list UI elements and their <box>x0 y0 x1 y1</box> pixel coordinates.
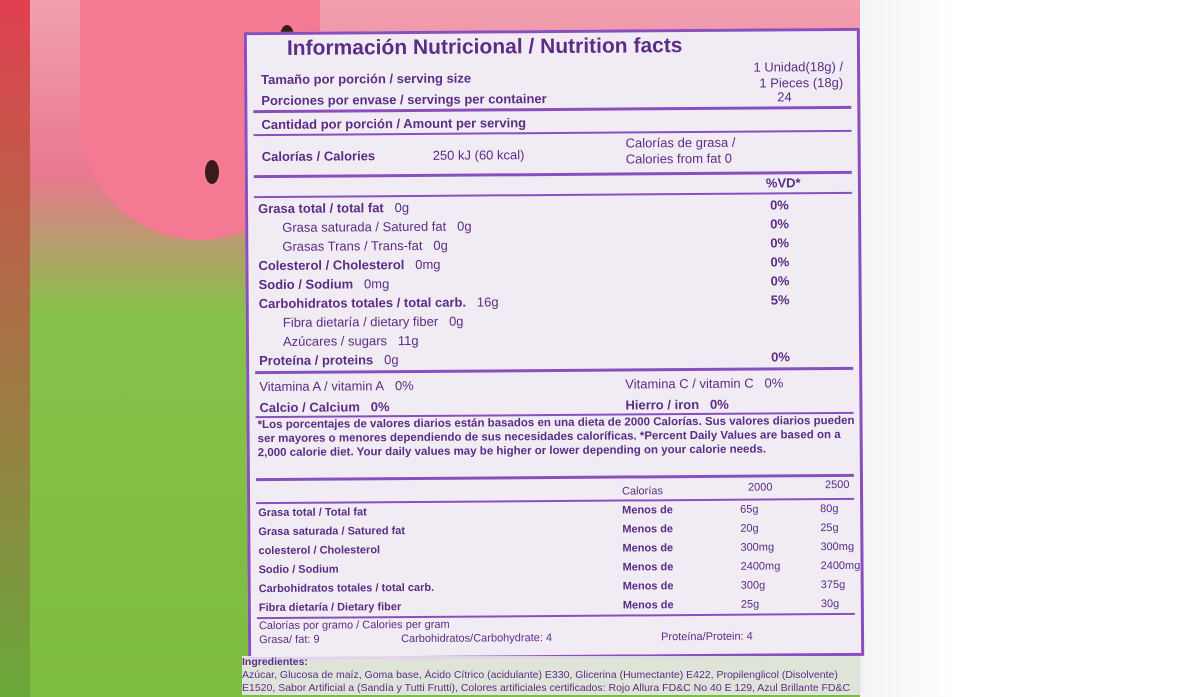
ingredients-text: Azúcar, Glucosa de maíz, Goma base, Ácid… <box>242 669 851 694</box>
dv-table-header-2000: 2000 <box>747 481 773 494</box>
serving-size-value-1: 1 Unidad(18g) / <box>753 58 844 75</box>
calories-label: Calorías / Calories <box>261 148 376 165</box>
dv-table-header-2500: 2500 <box>824 478 850 492</box>
dv-table-nutrient: Fibra dietaría / Dietary fiber <box>258 601 402 615</box>
nutrition-label: Información Nutricional / Nutrition fact… <box>243 27 865 661</box>
dv-table-2000: 300g <box>740 579 766 592</box>
dv-table-2000: 65g <box>740 503 759 516</box>
dv-table-header-calories: Calorías <box>621 485 664 498</box>
nutrient-label: Fibra dietaría / dietary fiber <box>282 313 439 330</box>
nutrient-row: Grasa saturada / Satured fat 0g <box>282 219 471 235</box>
dv-table-2500: 30g <box>820 598 840 611</box>
dv-table-qualifier: Menos de <box>622 561 674 574</box>
nutrient-amount: 0mg <box>363 276 390 292</box>
nutrient-row: Azúcares / sugars 11g <box>283 333 419 349</box>
dv-table-qualifier: Menos de <box>622 599 674 612</box>
calories-from-fat-2: Calories from fat 0 <box>625 150 732 167</box>
nutrient-row: Grasa total / total fat 0g <box>258 200 409 216</box>
dv-table-nutrient: Grasa saturada / Satured fat <box>258 525 406 539</box>
nutrient-dv: 0% <box>770 216 790 232</box>
dv-header: %VD* <box>765 175 801 191</box>
servings-label: Porciones por envase / servings per cont… <box>261 91 547 109</box>
cal-per-gram-carb: Carbohidratos/Carbohydrate: 4 <box>401 632 553 646</box>
nutrient-row: Proteína / proteins 0g <box>259 352 399 368</box>
vitamin-c: Vitamina C / vitamin C 0% <box>625 375 784 392</box>
nutrient-amount: 0g <box>448 313 464 329</box>
dv-table-qualifier: Menos de <box>622 504 673 517</box>
nutrient-label: Grasa saturada / Satured fat <box>282 218 447 235</box>
dv-table-nutrient: colesterol / Cholesterol <box>258 544 381 558</box>
nutrient-amount: 0g <box>394 200 410 216</box>
nutrient-row: Fibra dietaría / dietary fiber 0g <box>283 314 464 330</box>
divider <box>256 497 855 504</box>
serving-size-value-2: 1 Pieces (18g) <box>759 74 844 91</box>
nutrient-row: Grasas Trans / Trans-fat 0g <box>282 238 448 254</box>
nutrient-amount: 0g <box>384 352 399 368</box>
cal-per-gram-title: Calorías por gramo / Calories per gram <box>258 618 450 633</box>
dv-table-2000: 25g <box>740 598 760 611</box>
nutrient-row: Sodio / Sodium 0mg <box>259 276 390 292</box>
nutrient-dv: 0% <box>771 349 790 365</box>
divider <box>253 170 852 179</box>
vitamin-a: Vitamina A / vitamin A 0% <box>259 377 414 395</box>
nutrient-amount: 0g <box>457 218 472 234</box>
divider <box>255 473 854 482</box>
cal-per-gram-protein: Proteína/Protein: 4 <box>661 630 753 644</box>
nutrient-label: Carbohidratos totales / total carb. <box>258 294 467 312</box>
seed-shape <box>205 160 219 184</box>
servings-value: 24 <box>777 89 792 105</box>
iron: Hierro / iron 0% <box>625 396 729 413</box>
divider <box>255 366 854 375</box>
dv-table-qualifier: Menos de <box>622 580 674 593</box>
nutrient-label: Proteína / proteins <box>259 352 374 369</box>
label-title: Información Nutricional / Nutrition fact… <box>286 34 683 60</box>
nutrient-label: Grasa total / total fat <box>257 200 384 217</box>
nutrient-dv: 0% <box>770 254 790 270</box>
dv-table-nutrient: Grasa total / Total fat <box>258 506 367 520</box>
nutrient-amount: 16g <box>476 294 499 310</box>
dv-table-nutrient: Carbohidratos totales / total carb. <box>258 581 435 596</box>
nutrient-amount: 11g <box>397 332 419 349</box>
dv-table-2500: 80g <box>820 503 839 516</box>
divider <box>253 191 852 198</box>
nutrient-label: Sodio / Sodium <box>258 276 354 293</box>
dv-table-2000: 2400mg <box>740 560 781 573</box>
calories-from-fat-1: Calorías de grasa / <box>625 134 736 151</box>
nutrient-row: Colesterol / Cholesterol 0mg <box>258 257 440 273</box>
amount-per-serving: Cantidad por porción / Amount per servin… <box>261 115 527 133</box>
dv-table-qualifier: Menos de <box>622 542 674 555</box>
packaging-edge <box>0 0 30 697</box>
cal-per-gram-fat: Grasa/ fat: 9 <box>259 633 320 647</box>
nutrient-dv: 0% <box>769 197 789 213</box>
footnote: *Los porcentajes de valores diarios está… <box>257 414 855 460</box>
serving-size-label: Tamaño por porción / serving size <box>261 70 472 88</box>
dv-table-2500: 375g <box>820 578 846 592</box>
nutrient-amount: 0g <box>433 237 448 253</box>
nutrient-dv: 0% <box>770 235 790 251</box>
dv-table-2500: 300mg <box>820 540 855 554</box>
calcium: Calcio / Calcium 0% <box>259 399 390 416</box>
ingredients: Ingredientes: Azúcar, Glucosa de maíz, G… <box>242 656 862 695</box>
nutrient-dv: 5% <box>770 292 790 308</box>
dv-table-2500: 25g <box>820 522 839 535</box>
nutrient-label: Grasas Trans / Trans-fat <box>282 237 423 254</box>
nutrient-dv: 0% <box>770 273 790 289</box>
dv-table-2000: 300mg <box>740 541 775 554</box>
nutrient-amount: 0mg <box>415 256 441 272</box>
ingredients-title: Ingredientes: <box>242 656 308 668</box>
nutrient-label: Azúcares / sugars <box>282 333 388 349</box>
dv-table-qualifier: Menos de <box>622 523 674 536</box>
calories-value: 250 kJ (60 kcal) <box>432 147 525 163</box>
dv-table-2000: 20g <box>740 522 759 535</box>
nutrient-row: Carbohidratos totales / total carb. 16g <box>259 294 499 311</box>
dv-table-nutrient: Sodio / Sodium <box>258 563 339 577</box>
packaging-side <box>860 0 960 697</box>
divider <box>256 612 855 619</box>
dv-table-2500: 2400mg <box>820 559 861 573</box>
nutrient-label: Colesterol / Cholesterol <box>258 257 405 274</box>
